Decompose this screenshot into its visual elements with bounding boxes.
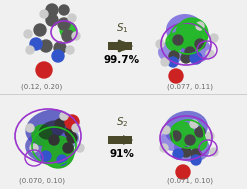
Circle shape bbox=[161, 58, 169, 66]
Circle shape bbox=[49, 135, 59, 145]
Circle shape bbox=[185, 47, 195, 57]
Circle shape bbox=[46, 14, 58, 26]
Circle shape bbox=[173, 35, 183, 45]
Circle shape bbox=[176, 18, 208, 50]
Text: (0.071, 0.10): (0.071, 0.10) bbox=[167, 178, 213, 184]
Circle shape bbox=[210, 34, 218, 42]
Circle shape bbox=[195, 127, 205, 137]
Text: 91%: 91% bbox=[110, 149, 134, 159]
Circle shape bbox=[196, 22, 204, 30]
Circle shape bbox=[168, 57, 178, 67]
Ellipse shape bbox=[160, 129, 188, 151]
Circle shape bbox=[40, 40, 52, 52]
Circle shape bbox=[169, 51, 179, 61]
Ellipse shape bbox=[158, 41, 186, 63]
Circle shape bbox=[160, 144, 168, 152]
Ellipse shape bbox=[164, 111, 208, 145]
Circle shape bbox=[170, 122, 194, 146]
Text: (0.077, 0.11): (0.077, 0.11) bbox=[167, 84, 213, 91]
Circle shape bbox=[59, 5, 69, 15]
Text: $S_2$: $S_2$ bbox=[116, 115, 128, 129]
Circle shape bbox=[189, 133, 207, 151]
Circle shape bbox=[46, 4, 58, 16]
Circle shape bbox=[65, 115, 79, 129]
FancyBboxPatch shape bbox=[108, 42, 132, 50]
Circle shape bbox=[30, 144, 38, 152]
Circle shape bbox=[190, 52, 202, 64]
Circle shape bbox=[30, 38, 42, 50]
Circle shape bbox=[41, 151, 51, 161]
Circle shape bbox=[156, 40, 164, 48]
Circle shape bbox=[26, 46, 34, 54]
FancyBboxPatch shape bbox=[108, 136, 132, 144]
Circle shape bbox=[72, 124, 80, 132]
Ellipse shape bbox=[166, 14, 204, 46]
Circle shape bbox=[66, 46, 74, 54]
Circle shape bbox=[171, 131, 181, 141]
Ellipse shape bbox=[45, 125, 79, 151]
Circle shape bbox=[40, 10, 48, 18]
Ellipse shape bbox=[174, 134, 210, 162]
Circle shape bbox=[72, 32, 80, 40]
Circle shape bbox=[54, 42, 66, 54]
Circle shape bbox=[65, 127, 75, 137]
Circle shape bbox=[24, 30, 32, 38]
FancyBboxPatch shape bbox=[0, 0, 120, 94]
Circle shape bbox=[185, 135, 195, 145]
Circle shape bbox=[190, 120, 198, 128]
Circle shape bbox=[58, 18, 70, 30]
Circle shape bbox=[34, 24, 46, 36]
Text: (0.070, 0.10): (0.070, 0.10) bbox=[19, 178, 65, 184]
Text: 99.7%: 99.7% bbox=[104, 55, 140, 65]
Circle shape bbox=[162, 126, 170, 134]
Circle shape bbox=[206, 50, 214, 58]
Circle shape bbox=[206, 132, 214, 140]
Circle shape bbox=[52, 50, 64, 62]
Circle shape bbox=[36, 62, 52, 78]
Circle shape bbox=[60, 112, 68, 120]
Circle shape bbox=[181, 53, 191, 63]
Circle shape bbox=[76, 144, 84, 152]
Circle shape bbox=[57, 155, 67, 165]
Circle shape bbox=[181, 147, 191, 157]
Circle shape bbox=[169, 69, 183, 83]
Circle shape bbox=[173, 149, 183, 159]
Circle shape bbox=[191, 155, 201, 165]
Text: (0.12, 0.20): (0.12, 0.20) bbox=[21, 84, 63, 91]
Circle shape bbox=[26, 124, 34, 132]
Circle shape bbox=[166, 33, 184, 51]
Ellipse shape bbox=[25, 109, 75, 146]
Ellipse shape bbox=[39, 120, 65, 140]
Circle shape bbox=[67, 133, 77, 143]
Ellipse shape bbox=[25, 133, 67, 163]
Circle shape bbox=[55, 119, 65, 129]
Circle shape bbox=[63, 143, 73, 153]
Circle shape bbox=[32, 125, 52, 145]
Circle shape bbox=[42, 136, 74, 168]
Text: $S_1$: $S_1$ bbox=[116, 21, 128, 35]
Circle shape bbox=[195, 39, 205, 49]
Circle shape bbox=[210, 148, 218, 156]
Circle shape bbox=[60, 22, 76, 38]
Ellipse shape bbox=[181, 37, 211, 63]
Circle shape bbox=[176, 165, 190, 179]
Circle shape bbox=[68, 14, 76, 22]
Circle shape bbox=[191, 149, 201, 159]
Circle shape bbox=[62, 30, 74, 42]
